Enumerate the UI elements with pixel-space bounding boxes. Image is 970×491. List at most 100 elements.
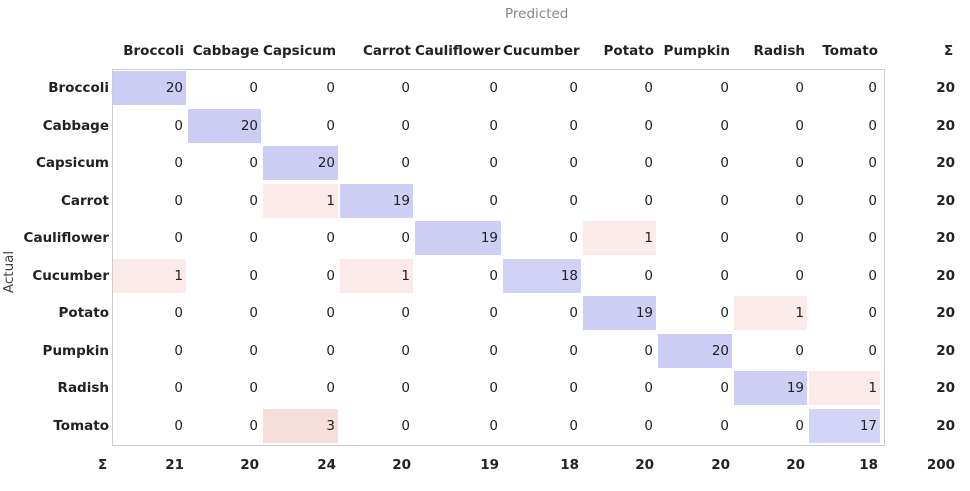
sum-header: Σ bbox=[944, 43, 954, 59]
row-header: Tomato bbox=[53, 417, 109, 434]
matrix-cell: 20 bbox=[658, 333, 732, 368]
column-header: Cabbage bbox=[192, 43, 259, 59]
matrix-cell: 19 bbox=[340, 183, 413, 218]
matrix-cell: 0 bbox=[720, 192, 729, 209]
matrix-cell: 0 bbox=[644, 267, 653, 284]
row-sum: 20 bbox=[936, 417, 955, 434]
column-sum: 24 bbox=[317, 457, 336, 473]
matrix-cell: 18 bbox=[503, 258, 581, 293]
matrix-cell: 0 bbox=[249, 155, 258, 171]
matrix-cell: 0 bbox=[174, 192, 183, 209]
matrix-cell: 1 bbox=[809, 371, 880, 405]
matrix-cell: 0 bbox=[249, 417, 258, 434]
matrix-cell: 0 bbox=[868, 192, 877, 209]
column-sum: 21 bbox=[165, 457, 184, 473]
matrix-cell: 0 bbox=[795, 80, 804, 96]
matrix-cell: 0 bbox=[795, 267, 804, 284]
column-sum: 18 bbox=[859, 457, 878, 473]
matrix-cell: 0 bbox=[326, 117, 335, 134]
column-header: Radish bbox=[753, 43, 805, 59]
matrix-cell: 1 bbox=[113, 258, 186, 293]
row-header: Broccoli bbox=[48, 80, 109, 96]
matrix-cell: 0 bbox=[868, 80, 877, 96]
matrix-cell: 0 bbox=[401, 342, 410, 359]
matrix-cell: 19 bbox=[734, 371, 807, 405]
matrix-cell: 0 bbox=[644, 80, 653, 96]
matrix-cell: 0 bbox=[644, 380, 653, 396]
column-header: Cauliflower bbox=[415, 43, 501, 59]
column-sum: 20 bbox=[711, 457, 730, 473]
row-header: Potato bbox=[58, 305, 109, 321]
matrix-cell: 0 bbox=[326, 380, 335, 396]
column-sum: 20 bbox=[240, 457, 259, 473]
matrix-cell: 0 bbox=[644, 417, 653, 434]
matrix-cell: 0 bbox=[174, 305, 183, 321]
column-sum: 20 bbox=[635, 457, 654, 473]
matrix-cell: 0 bbox=[569, 417, 578, 434]
column-header: Tomato bbox=[822, 43, 878, 59]
matrix-cell: 0 bbox=[489, 80, 498, 96]
matrix-cell: 0 bbox=[868, 342, 877, 359]
matrix-cell: 0 bbox=[401, 80, 410, 96]
matrix-cell: 0 bbox=[326, 80, 335, 96]
matrix-cell: 0 bbox=[569, 380, 578, 396]
matrix-cell: 0 bbox=[326, 342, 335, 359]
column-header: Broccoli bbox=[123, 43, 184, 59]
row-header: Cabbage bbox=[42, 117, 109, 134]
matrix-cell: 0 bbox=[174, 380, 183, 396]
matrix-cell: 0 bbox=[569, 342, 578, 359]
predicted-label: Predicted bbox=[505, 6, 569, 22]
matrix-cell: 0 bbox=[326, 230, 335, 246]
matrix-cell: 0 bbox=[489, 267, 498, 284]
matrix-cell: 0 bbox=[720, 267, 729, 284]
matrix-cell: 0 bbox=[249, 305, 258, 321]
matrix-cell: 0 bbox=[249, 342, 258, 359]
matrix-cell: 1 bbox=[734, 296, 807, 330]
matrix-cell: 0 bbox=[326, 305, 335, 321]
matrix-cell: 0 bbox=[720, 230, 729, 246]
matrix-cell: 0 bbox=[868, 117, 877, 134]
matrix-cell: 0 bbox=[489, 117, 498, 134]
matrix-cell: 0 bbox=[795, 417, 804, 434]
matrix-cell: 0 bbox=[569, 192, 578, 209]
matrix-cell: 1 bbox=[340, 258, 413, 293]
row-sum: 20 bbox=[936, 305, 955, 321]
matrix-cell: 0 bbox=[569, 80, 578, 96]
matrix-cell: 0 bbox=[489, 380, 498, 396]
matrix-cell: 17 bbox=[809, 408, 880, 443]
matrix-cell: 0 bbox=[569, 230, 578, 246]
total: 200 bbox=[926, 457, 955, 473]
matrix-cell: 1 bbox=[583, 221, 656, 255]
matrix-cell: 0 bbox=[401, 380, 410, 396]
matrix-cell: 0 bbox=[174, 417, 183, 434]
matrix-cell: 0 bbox=[401, 155, 410, 171]
matrix-cell: 0 bbox=[249, 192, 258, 209]
matrix-cell: 0 bbox=[174, 230, 183, 246]
row-header: Capsicum bbox=[35, 155, 109, 171]
matrix-cell: 0 bbox=[249, 380, 258, 396]
matrix-frame bbox=[112, 69, 885, 446]
matrix-cell: 0 bbox=[795, 117, 804, 134]
matrix-cell: 0 bbox=[720, 380, 729, 396]
row-sum: 20 bbox=[936, 230, 955, 246]
matrix-cell: 0 bbox=[174, 117, 183, 134]
column-sum: 20 bbox=[392, 457, 411, 473]
row-header: Radish bbox=[57, 380, 109, 396]
sum-footer: Σ bbox=[98, 457, 108, 473]
matrix-cell: 19 bbox=[415, 221, 501, 255]
row-sum: 20 bbox=[936, 80, 955, 96]
matrix-cell: 0 bbox=[249, 80, 258, 96]
matrix-cell: 0 bbox=[174, 342, 183, 359]
matrix-cell: 0 bbox=[644, 192, 653, 209]
matrix-cell: 0 bbox=[720, 417, 729, 434]
matrix-cell: 0 bbox=[795, 230, 804, 246]
matrix-cell: 20 bbox=[188, 108, 261, 143]
matrix-cell: 0 bbox=[401, 305, 410, 321]
column-header: Capsicum bbox=[263, 43, 337, 59]
matrix-cell: 0 bbox=[795, 342, 804, 359]
matrix-cell: 0 bbox=[795, 192, 804, 209]
matrix-cell: 0 bbox=[401, 417, 410, 434]
column-header: Pumpkin bbox=[663, 43, 730, 59]
matrix-cell: 0 bbox=[644, 342, 653, 359]
matrix-cell: 0 bbox=[720, 117, 729, 134]
